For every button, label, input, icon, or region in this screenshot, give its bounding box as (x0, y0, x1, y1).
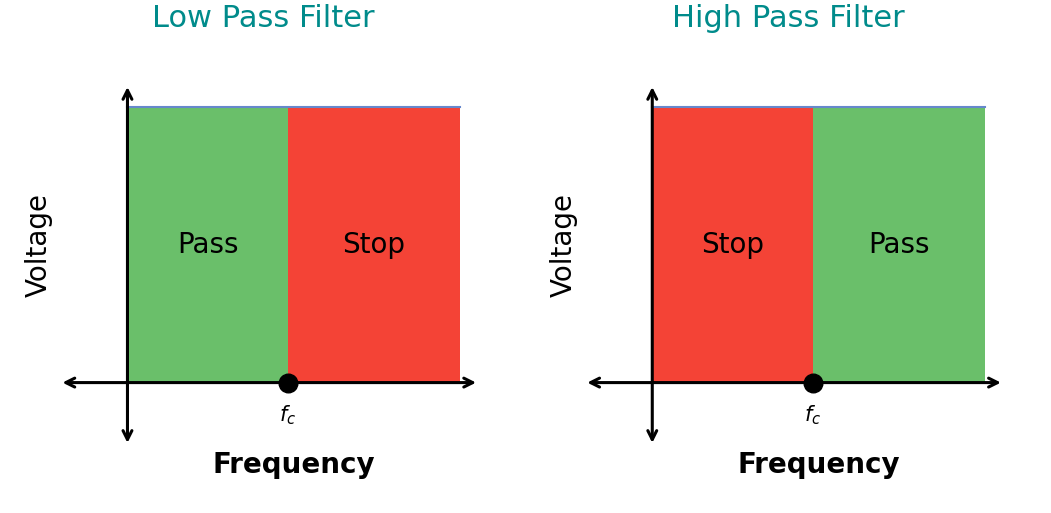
Point (280, 379, 296, 387)
Text: Frequency: Frequency (738, 451, 900, 479)
Text: Stop: Stop (701, 231, 764, 259)
Text: Voltage: Voltage (24, 193, 53, 297)
Text: Pass: Pass (868, 231, 930, 259)
Text: Stop: Stop (343, 231, 406, 259)
Text: $f_c$: $f_c$ (280, 403, 296, 427)
Bar (653, 107, 812, 383)
Bar (127, 107, 288, 383)
Text: $f_c$: $f_c$ (804, 403, 821, 427)
Title: Low Pass Filter: Low Pass Filter (151, 4, 374, 33)
Bar (812, 107, 985, 383)
Title: High Pass Filter: High Pass Filter (672, 4, 904, 33)
Text: Voltage: Voltage (550, 193, 577, 297)
Text: Pass: Pass (177, 231, 239, 259)
Point (804, 379, 821, 387)
Bar (288, 107, 460, 383)
Text: Frequency: Frequency (212, 451, 375, 479)
